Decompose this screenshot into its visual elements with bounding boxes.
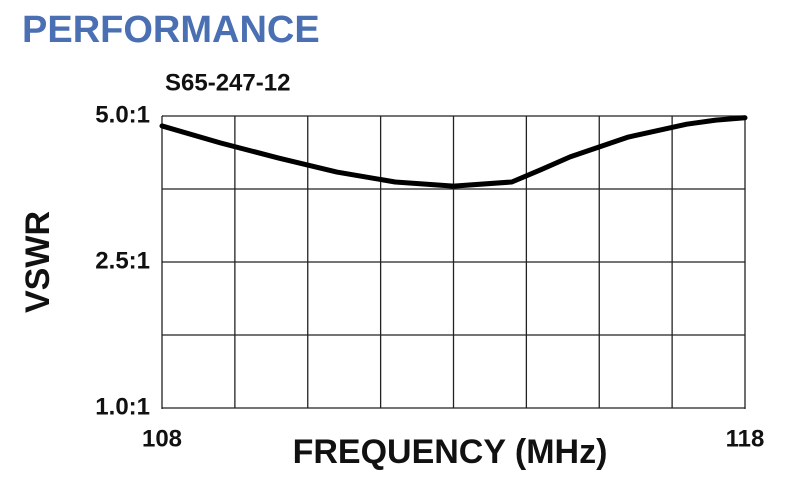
data-line [159,115,748,189]
y-axis-label: VSWR [19,211,57,313]
y-tick-label: 1.0:1 [95,393,150,420]
x-tick-label: 118 [726,425,765,452]
x-tick-label: 108 [142,425,182,452]
chart-title: S65-247-12 [165,69,290,96]
y-tick-label: 5.0:1 [95,101,150,128]
header: PERFORMANCE [22,9,320,51]
x-axis-label: FREQUENCY (MHz) [293,433,608,471]
y-tick-label: 2.5:1 [95,247,150,274]
